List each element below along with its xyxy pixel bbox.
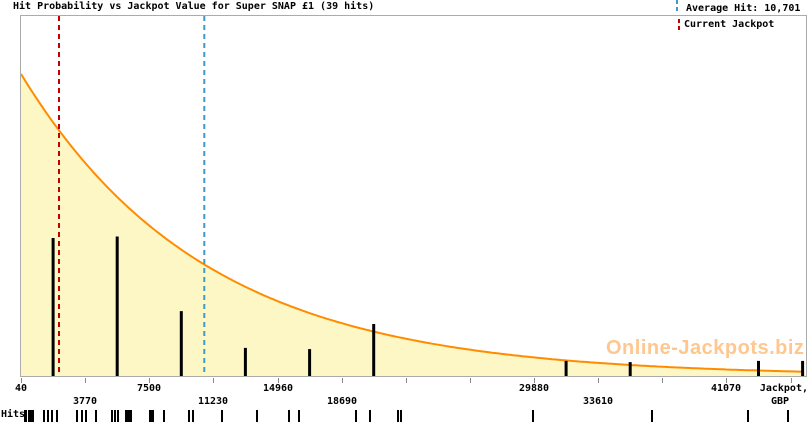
hit-rug-mark: [256, 410, 258, 422]
plot-svg: [21, 16, 806, 376]
plot-area: Current Jackpot Online-Jackpots.biz: [20, 15, 807, 377]
hits-rug-row: Hits: [0, 409, 810, 423]
x-axis-tick: [662, 378, 663, 383]
x-axis-tick: [21, 378, 22, 383]
x-axis-tick: [791, 378, 792, 383]
hit-rug-mark: [111, 410, 113, 422]
hit-rug-mark: [43, 410, 45, 422]
hit-rug-mark: [651, 410, 653, 422]
hit-rug-mark: [51, 410, 53, 422]
x-axis-tick: [726, 378, 727, 383]
legend-average-hit-label: Average Hit: 10,701: [686, 3, 801, 14]
hit-rug-mark: [188, 410, 190, 422]
hits-label: Hits: [1, 409, 26, 420]
legend-average-hit: Average Hit: 10,701: [675, 0, 800, 17]
probability-area-fill: [21, 74, 806, 376]
x-axis-tick: [149, 378, 150, 383]
hit-rug-mark: [32, 410, 34, 422]
hit-rug-mark: [130, 410, 132, 422]
probability-curve: [21, 73, 805, 373]
x-axis-title-line1: Jackpot,: [759, 383, 808, 394]
x-axis-tick: [213, 378, 214, 383]
hit-rug-mark: [152, 410, 154, 422]
x-axis-title-line2: GBP: [770, 396, 790, 407]
x-axis-tick: [406, 378, 407, 383]
x-axis-label: 3770: [72, 396, 98, 407]
x-axis-label: 29880: [518, 383, 550, 394]
hit-rug-mark: [95, 410, 97, 422]
x-axis-tick: [342, 378, 343, 383]
chart-title: Hit Probability vs Jackpot Value for Sup…: [13, 1, 375, 12]
hit-rug-mark: [128, 410, 130, 422]
hit-rug-mark: [787, 410, 789, 422]
hit-rug-mark: [47, 410, 49, 422]
hit-rug-mark: [298, 410, 300, 422]
hit-rug-mark: [25, 410, 27, 422]
watermark: Online-Jackpots.biz: [606, 337, 805, 359]
hit-rug-mark: [126, 410, 128, 422]
hit-rug-mark: [397, 410, 399, 422]
hit-rug-mark: [532, 410, 534, 422]
hit-rug-mark: [30, 410, 32, 422]
x-axis-label: 7500: [136, 383, 162, 394]
hit-rug-mark: [150, 410, 152, 422]
x-axis-label: 41070: [710, 383, 742, 394]
hit-rug-mark: [192, 410, 194, 422]
x-axis-label: 40: [14, 383, 28, 394]
hit-rug-mark: [56, 410, 58, 422]
hit-rug-mark: [221, 410, 223, 422]
x-axis-tick: [470, 378, 471, 383]
hit-rug-mark: [747, 410, 749, 422]
hit-rug-mark: [114, 410, 116, 422]
hit-rug-mark: [369, 410, 371, 422]
hit-rug-mark: [117, 410, 119, 422]
x-axis-label: 33610: [582, 396, 614, 407]
x-axis-tick: [85, 378, 86, 383]
hit-rug-mark: [400, 410, 402, 422]
average-hit-line-marker: [675, 0, 679, 17]
legend-current-jackpot: Current Jackpot: [677, 19, 775, 33]
hit-rug-mark: [76, 410, 78, 422]
x-axis-label: 11230: [197, 396, 229, 407]
hit-rug-mark: [85, 410, 87, 422]
legend-current-jackpot-label: Current Jackpot: [684, 19, 775, 30]
x-axis-tick: [278, 378, 279, 383]
hit-rug-mark: [355, 410, 357, 422]
x-axis-tick: [598, 378, 599, 383]
x-axis-label: 18690: [326, 396, 358, 407]
hit-rug-mark: [81, 410, 83, 422]
hit-rug-mark: [163, 410, 165, 422]
x-axis-label: 14960: [262, 383, 294, 394]
x-axis-tick: [534, 378, 535, 383]
hit-rug-mark: [288, 410, 290, 422]
